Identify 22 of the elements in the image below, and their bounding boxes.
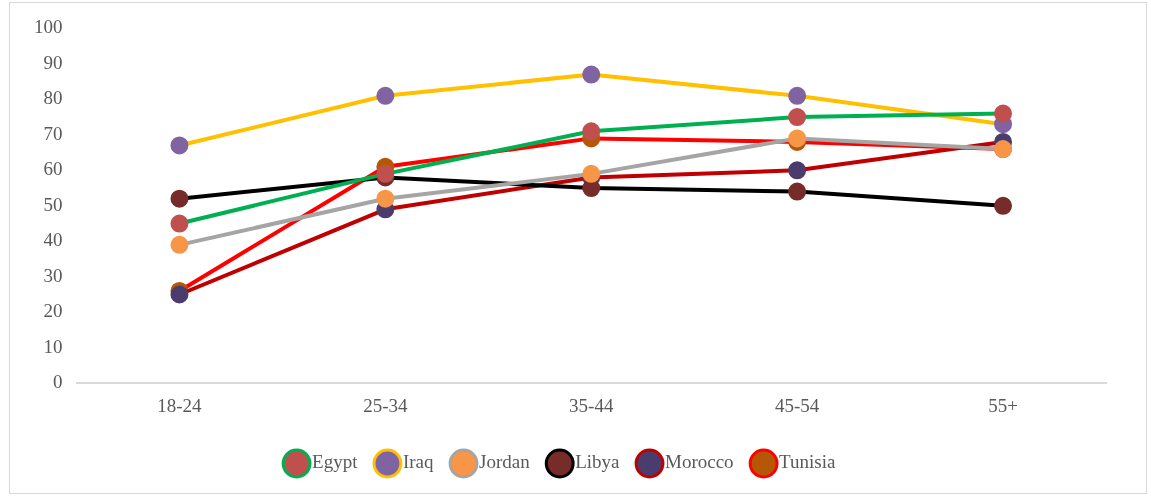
y-tick-label: 10 bbox=[43, 335, 63, 357]
x-tick-label: 35-44 bbox=[569, 394, 614, 416]
y-tick-label: 0 bbox=[53, 371, 63, 393]
y-tick-label: 20 bbox=[43, 300, 63, 322]
y-tick-label: 100 bbox=[34, 16, 63, 38]
y-tick-label: 90 bbox=[43, 51, 63, 73]
legend-label: Libya bbox=[575, 451, 621, 473]
x-tick-label: 18-24 bbox=[157, 394, 203, 416]
y-tick-label: 80 bbox=[43, 87, 63, 109]
legend-label: Egypt bbox=[312, 451, 359, 473]
x-tick-label: 25-34 bbox=[363, 394, 409, 416]
y-tick-label: 60 bbox=[43, 158, 63, 180]
y-tick-label: 70 bbox=[43, 122, 63, 144]
x-tick-label: 45-54 bbox=[774, 394, 820, 416]
x-tick-label: 55+ bbox=[988, 394, 1018, 416]
legend-label: Morocco bbox=[665, 451, 734, 473]
legend-label: Tunisia bbox=[779, 451, 836, 473]
legend-label: Jordan bbox=[479, 451, 531, 473]
y-tick-label: 30 bbox=[43, 264, 63, 286]
y-tick-label: 50 bbox=[43, 193, 63, 215]
y-tick-label: 40 bbox=[43, 229, 63, 251]
legend-label: Iraq bbox=[402, 451, 435, 473]
